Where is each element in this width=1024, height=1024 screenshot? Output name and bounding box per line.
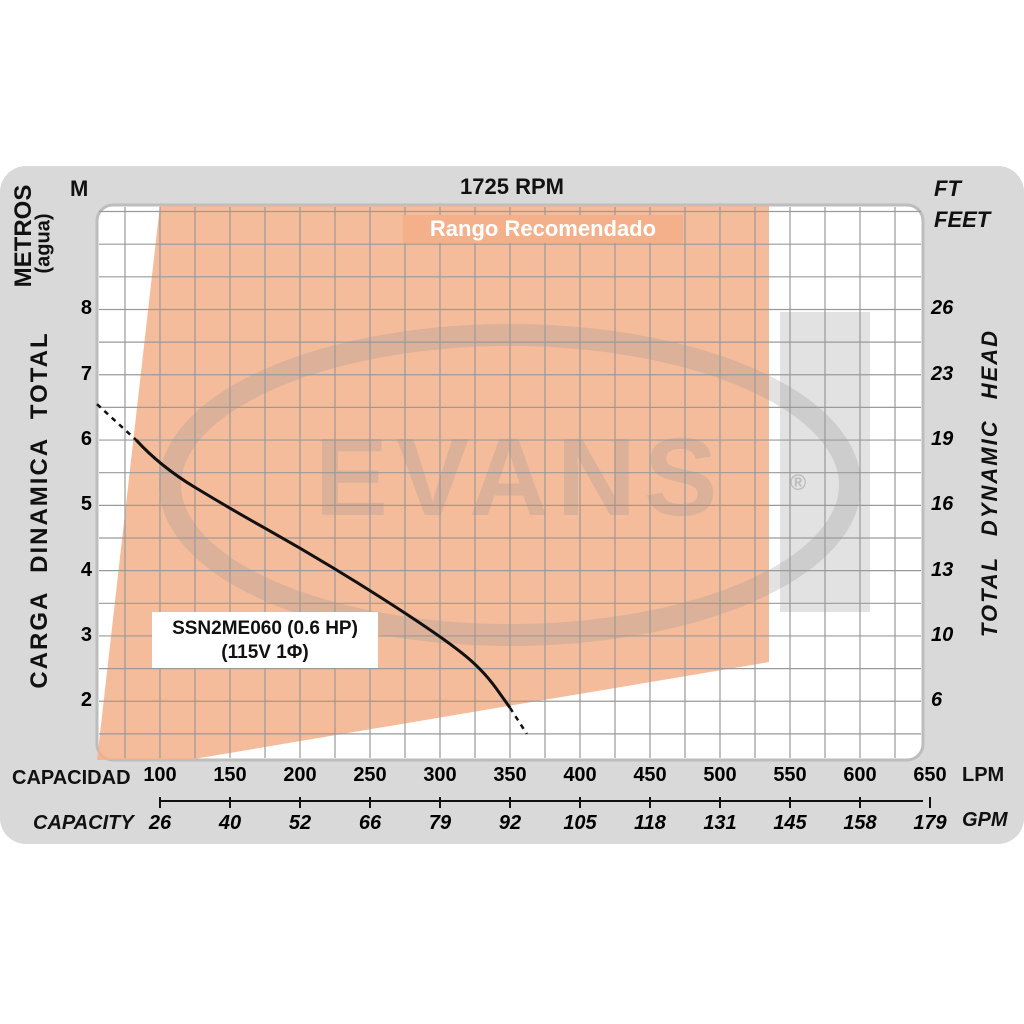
y-tick-label-ft: 16: [931, 493, 954, 516]
x-tick-label-gpm: 79: [428, 812, 452, 834]
y-tick-label-m: 3: [80, 623, 92, 646]
right-unit-feet: FEET: [934, 207, 991, 232]
recommended-range-label: Rango Recomendado: [403, 215, 683, 243]
x-tick-label-gpm: 66: [358, 812, 382, 834]
x-axis-label-capacity: CAPACITY: [33, 812, 134, 834]
brand-watermark: EVANS: [314, 416, 726, 539]
y-tick-label-ft: 13: [931, 558, 954, 581]
x-tick-label-lpm: 650: [913, 764, 947, 786]
model-label-box: [152, 612, 378, 668]
y-axis-label-agua: (agua): [32, 213, 55, 274]
x-tick-label-lpm: 150: [213, 764, 247, 786]
registered-mark: ®: [790, 470, 807, 495]
y-tick-label-ft: 19: [931, 428, 954, 451]
y-tick-label-m: 5: [80, 493, 92, 516]
x-tick-label-lpm: 350: [493, 764, 527, 786]
model-name: SSN2ME060 (0.6 HP): [172, 618, 358, 639]
y-tick-label-m: 7: [80, 362, 92, 385]
pump-curve-dashed-start: [96, 403, 138, 441]
y-axis-label-carga: CARGA DINAMICA TOTAL: [26, 331, 53, 689]
x-tick-label-gpm: 118: [634, 812, 666, 834]
pump-curve: [135, 439, 512, 709]
y-tick-label-m: 2: [80, 689, 92, 712]
x-tick-label-gpm: 92: [498, 812, 522, 834]
x-tick-label-gpm: 179: [913, 812, 947, 834]
model-voltage: (115V 1Φ): [221, 642, 309, 663]
x-unit-lpm: LPM: [962, 764, 1005, 786]
x-tick-label-lpm: 300: [423, 764, 457, 786]
x-tick-label-gpm: 26: [148, 812, 172, 834]
x-tick-label-lpm: 450: [633, 764, 667, 786]
x-axis-label-capacidad: CAPACIDAD: [12, 767, 131, 789]
x-tick-label-gpm: 40: [218, 812, 242, 834]
y-tick-label-m: 4: [80, 558, 92, 581]
right-unit-ft: FT: [934, 176, 961, 201]
x-tick-label-lpm: 200: [283, 764, 317, 786]
x-tick-label-gpm: 105: [563, 812, 597, 834]
y-tick-label-m: 8: [80, 297, 92, 320]
y-tick-label-ft: 23: [931, 362, 954, 385]
y-tick-label-ft: 26: [931, 297, 954, 320]
y-axis-label-right: TOTAL DYNAMIC HEAD: [977, 328, 1002, 638]
x-tick-label-lpm: 550: [773, 764, 807, 786]
x-unit-gpm: GPM: [962, 809, 1008, 831]
y-tick-label-m: 6: [80, 428, 92, 451]
x-tick-label-lpm: 500: [703, 764, 737, 786]
y-tick-label-ft: 10: [931, 623, 954, 646]
x-tick-label-lpm: 250: [353, 764, 387, 786]
x-tick-label-lpm: 400: [563, 764, 597, 786]
x-tick-label-gpm: 52: [288, 812, 312, 834]
x-tick-label-gpm: 158: [843, 812, 877, 834]
x-tick-label-lpm: 100: [143, 764, 177, 786]
x-tick-label-lpm: 600: [843, 764, 877, 786]
y-tick-label-ft: 6: [931, 689, 943, 712]
x-tick-label-gpm: 131: [703, 812, 737, 834]
x-tick-label-gpm: 145: [773, 812, 807, 834]
chart-title: 1725 RPM: [460, 174, 564, 199]
left-unit: M: [70, 176, 89, 201]
